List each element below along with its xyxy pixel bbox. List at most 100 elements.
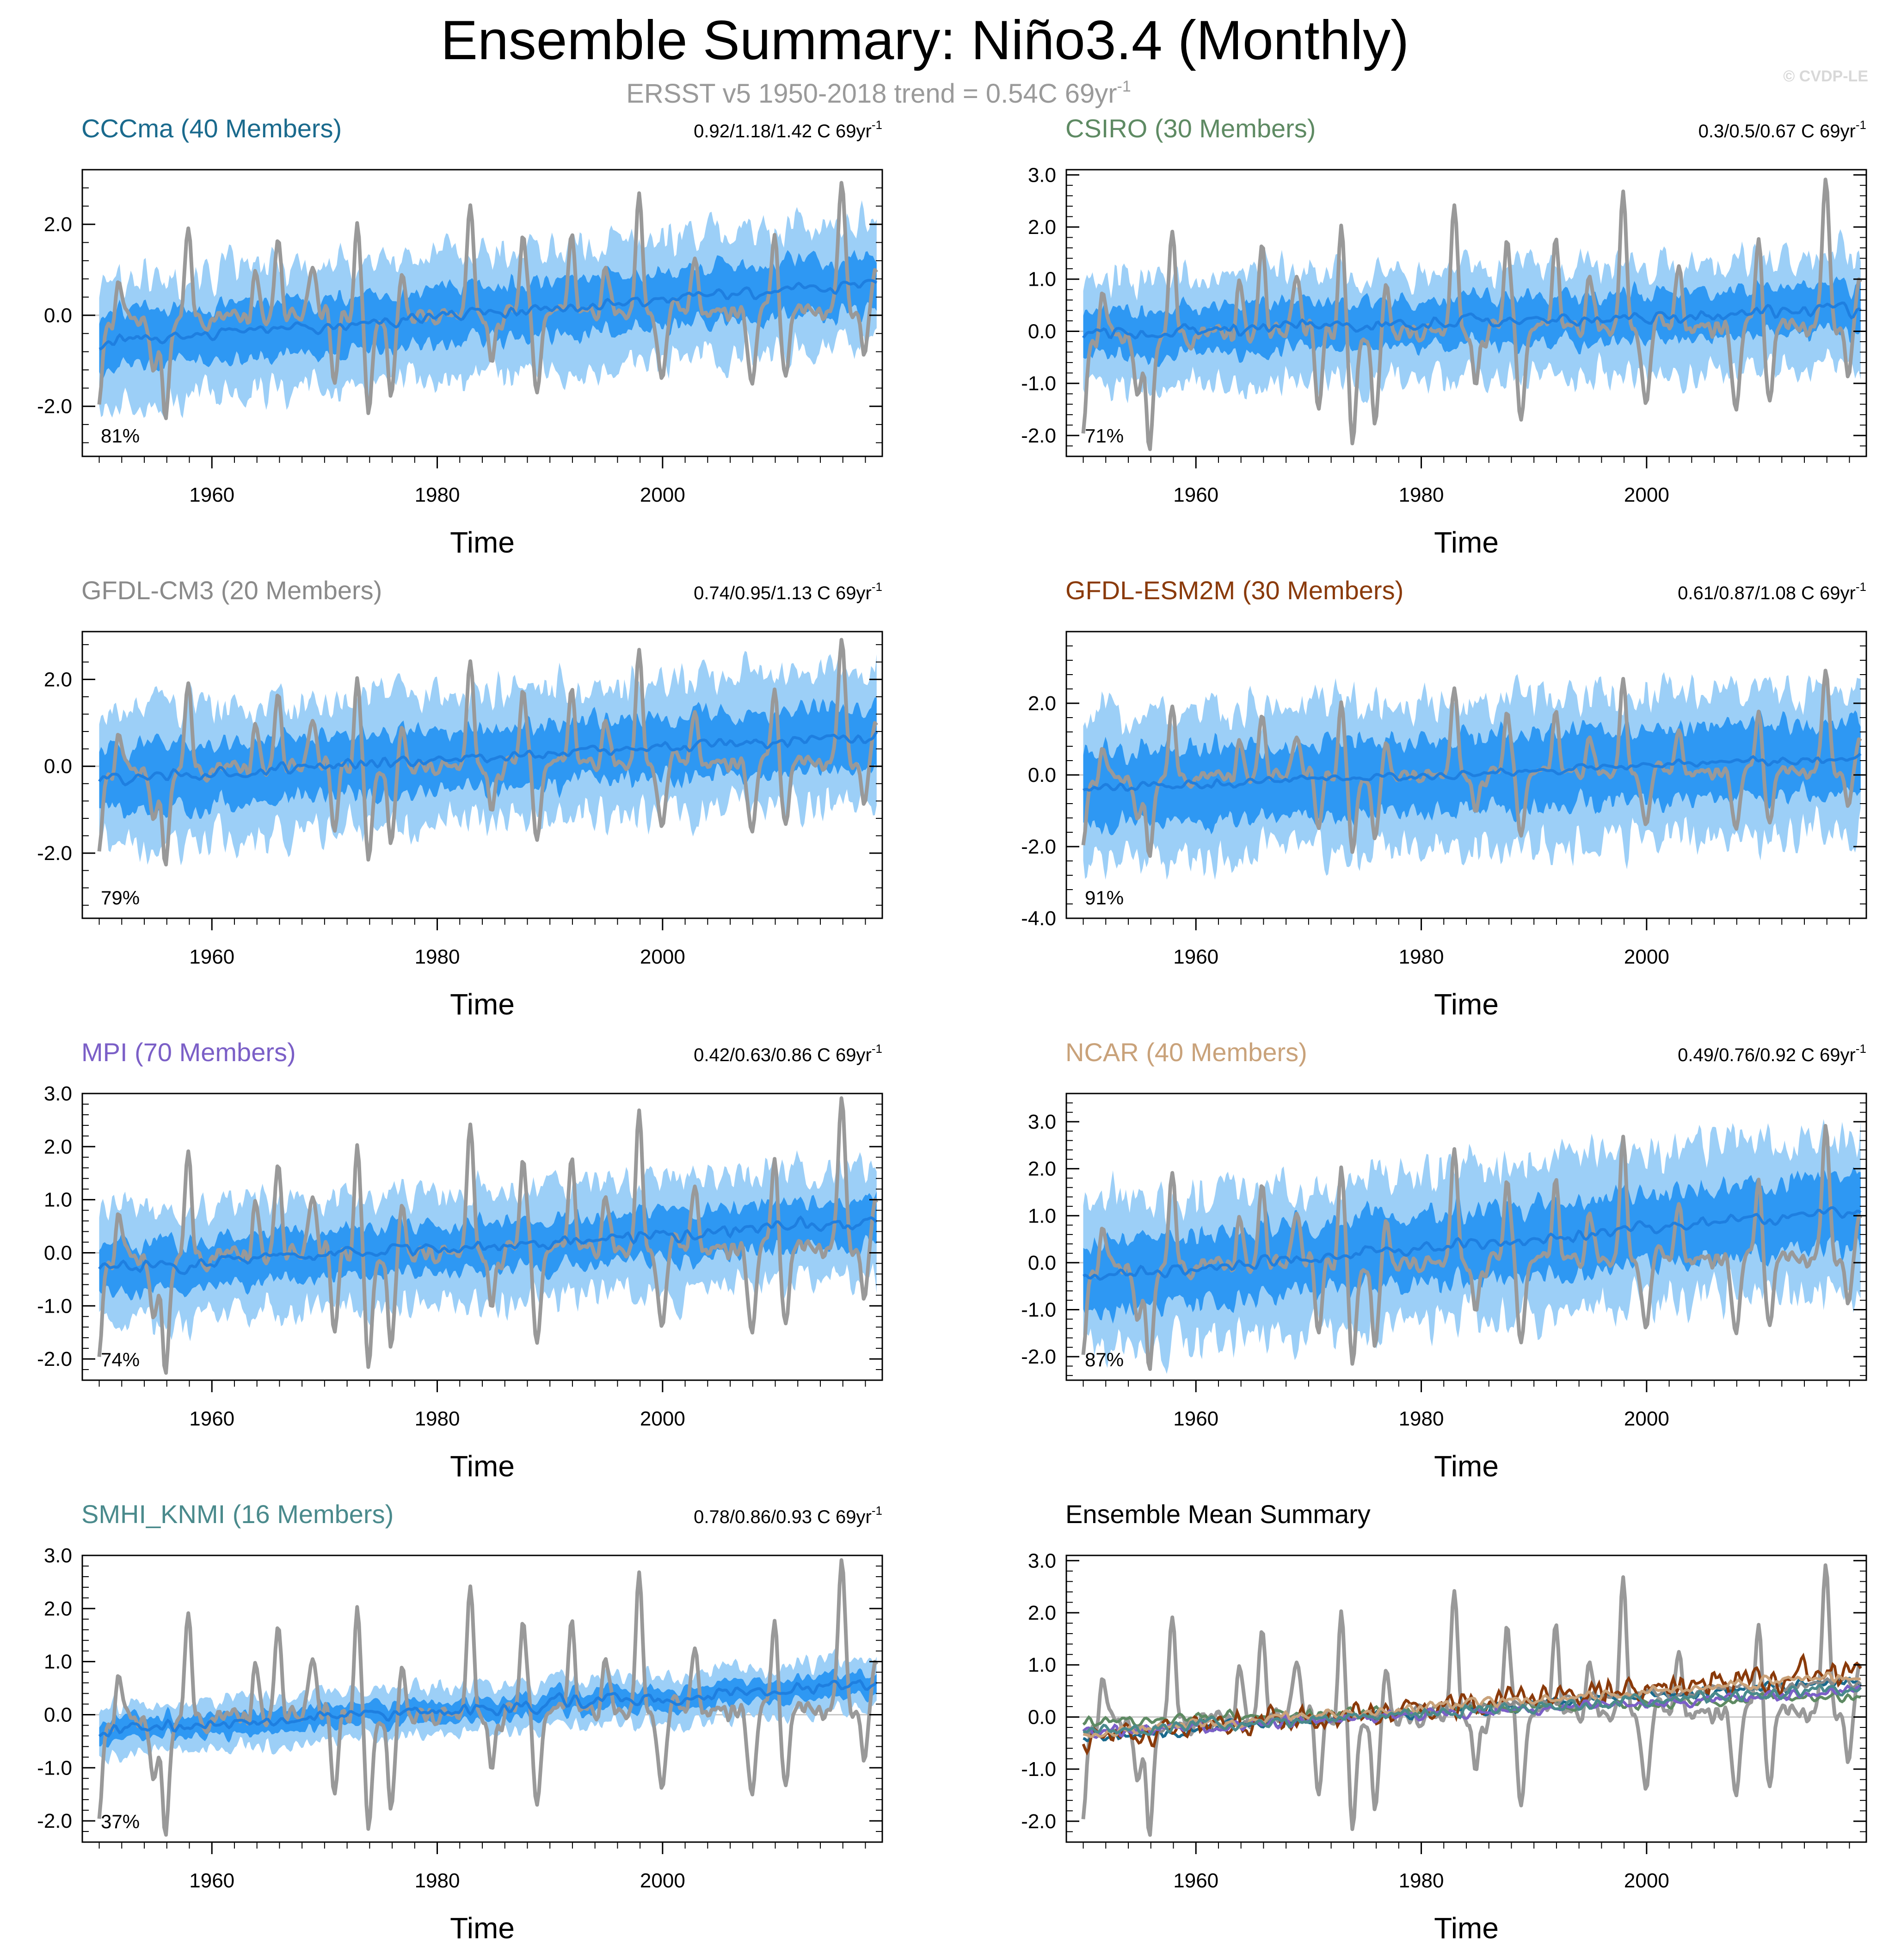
observed-series-line (97, 1558, 879, 1837)
x-axis-title: Time (450, 1450, 515, 1483)
ensemble-spread-inner-band (99, 250, 877, 380)
y-tick-label: -2.0 (37, 395, 72, 418)
plot-area (82, 181, 882, 420)
trend-label: 0.78/0.86/0.93 C 69yr-1 (694, 1504, 882, 1527)
x-tick-label: 2000 (640, 1869, 685, 1892)
trend-value: 0.3/0.5/0.67 C 69yr (1698, 121, 1856, 141)
panel-title: NCAR (40 Members) (1065, 1038, 1307, 1067)
x-tick-label: 1980 (415, 1407, 460, 1430)
plot-area (1066, 1119, 1866, 1374)
ensemble-mean-line (98, 731, 878, 786)
panel-ncar: NCAR (40 Members) 0.49/0.76/0.92 C 69yr-1… (1021, 1038, 1867, 1483)
ensemble-mean-line (1083, 1206, 1862, 1281)
trend-label: 0.61/0.87/1.08 C 69yr-1 (1678, 580, 1866, 603)
x-tick-label: 2000 (640, 946, 685, 968)
y-tick-label: 0.0 (1028, 1706, 1056, 1728)
plot-area (1066, 669, 1866, 880)
ensemble-mean-line-ncar (1083, 1671, 1861, 1739)
y-tick-label: 0.0 (1028, 1252, 1056, 1274)
trend-superscript: -1 (872, 1042, 882, 1056)
x-axis-title: Time (1434, 526, 1499, 559)
x-axis-title: Time (1434, 1450, 1499, 1483)
trend-value: 0.42/0.63/0.86 C 69yr (694, 1045, 872, 1065)
x-tick-label: 1960 (1173, 946, 1218, 968)
y-tick-label: -1.0 (1021, 1758, 1056, 1781)
x-tick-label: 1960 (189, 1869, 234, 1892)
ensemble-mean-line (98, 279, 878, 350)
trend-value: 0.74/0.95/1.13 C 69yr (694, 583, 872, 603)
ensemble-spread-inner-band (1083, 1167, 1861, 1324)
percent-label: 81% (101, 425, 140, 447)
panel-title: CSIRO (30 Members) (1065, 114, 1316, 143)
ensemble-mean-line-smhi-knmi (1083, 1683, 1862, 1736)
y-tick-label: 3.0 (1028, 1549, 1056, 1572)
x-tick-label: 1980 (1399, 1869, 1444, 1892)
y-tick-label: 2.0 (1028, 692, 1056, 715)
observed-series-line (97, 1096, 879, 1375)
ensemble-mean-line (98, 1679, 878, 1738)
x-tick-label: 1960 (1173, 1407, 1218, 1430)
panel-ensemble-mean-summary: Ensemble Mean Summary -2.0 -1.0 0.0 1.0 2.0 3.… (1021, 1499, 1867, 1945)
trend-label: 0.49/0.76/0.92 C 69yr-1 (1678, 1042, 1866, 1065)
y-tick-label: 2.0 (44, 668, 72, 691)
trend-superscript: -1 (1856, 580, 1866, 594)
y-tick-label: -2.0 (1021, 836, 1056, 858)
panel-title: GFDL-CM3 (20 Members) (81, 576, 382, 605)
x-tick-label: 2000 (1624, 484, 1669, 506)
trend-value: 0.78/0.86/0.93 C 69yr (694, 1507, 872, 1527)
ensemble-mean-line (98, 1215, 878, 1275)
x-axis-title: Time (450, 988, 515, 1021)
observed-series-line (1081, 669, 1862, 858)
x-tick-label: 1980 (415, 1869, 460, 1892)
x-axis-title: Time (450, 1911, 515, 1945)
x-tick-label: 1980 (415, 484, 460, 506)
observed-series-line (1081, 1124, 1862, 1371)
x-tick-label: 2000 (1624, 1407, 1669, 1430)
x-tick-label: 1960 (189, 946, 234, 968)
percent-label: 71% (1085, 425, 1124, 447)
y-tick-label: 2.0 (1028, 216, 1056, 239)
x-tick-label: 2000 (640, 484, 685, 506)
y-tick-label: -1.0 (37, 1295, 72, 1317)
x-tick-label: 1960 (1173, 1869, 1218, 1892)
y-tick-label: 2.0 (44, 213, 72, 236)
panel-title: MPI (70 Members) (81, 1038, 296, 1067)
y-tick-label: 1.0 (1028, 1654, 1056, 1677)
x-tick-label: 2000 (1624, 946, 1669, 968)
y-tick-label: -2.0 (37, 842, 72, 865)
trend-superscript: -1 (872, 118, 882, 132)
x-tick-label: 1960 (189, 484, 234, 506)
plot-area (1066, 1563, 1866, 1837)
panel-title: GFDL-ESM2M (30 Members) (1065, 576, 1403, 605)
panel-cccma: CCCma (40 Members) 0.92/1.18/1.42 C 69yr-… (37, 114, 883, 559)
plot-area (1066, 178, 1866, 451)
y-tick-label: 2.0 (1028, 1602, 1056, 1624)
y-tick-label: -2.0 (1021, 1810, 1056, 1833)
panel-title: Ensemble Mean Summary (1065, 1499, 1371, 1529)
y-tick-label: 1.0 (1028, 1204, 1056, 1227)
y-tick-label: -1.0 (1021, 372, 1056, 395)
trend-label: 0.74/0.95/1.13 C 69yr-1 (694, 580, 882, 603)
y-tick-label: -2.0 (37, 1810, 72, 1832)
x-tick-label: 1960 (189, 1407, 234, 1430)
panel-gfdl-cm3: GFDL-CM3 (20 Members) 0.74/0.95/1.13 C 69… (37, 576, 883, 1021)
percent-label: 87% (1085, 1349, 1124, 1370)
panel-mpi: MPI (70 Members) 0.42/0.63/0.86 C 69yr-1 -… (37, 1038, 883, 1483)
x-axis-title: Time (1434, 988, 1499, 1021)
observed-series-line (97, 638, 878, 866)
y-tick-label: -2.0 (37, 1348, 72, 1370)
observed-series-line (1081, 178, 1863, 451)
panel-title: CCCma (40 Members) (81, 114, 342, 143)
y-tick-label: 1.0 (44, 1189, 72, 1211)
trend-superscript: -1 (872, 1504, 882, 1518)
subtitle-text: ERSST v5 1950-2018 trend = 0.54C 69yr (626, 79, 1117, 109)
panel-title: SMHI_KNMI (16 Members) (81, 1499, 394, 1529)
trend-superscript: -1 (1856, 1042, 1866, 1056)
percent-label: 74% (101, 1349, 140, 1370)
trend-label: 0.92/1.18/1.42 C 69yr-1 (694, 118, 882, 141)
panel-csiro: CSIRO (30 Members) 0.3/0.5/0.67 C 69yr-1-… (1021, 114, 1867, 559)
figure-subtitle: ERSST v5 1950-2018 trend = 0.54C 69yr-1 (626, 78, 1131, 109)
plot-area (82, 1558, 882, 1837)
plot-area (82, 1096, 882, 1375)
